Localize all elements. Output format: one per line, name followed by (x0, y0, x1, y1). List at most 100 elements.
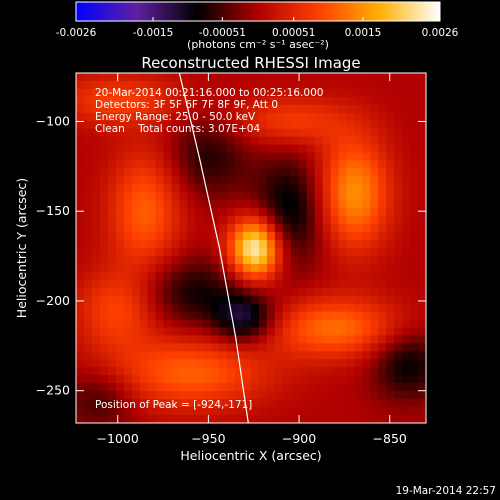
heatmap-cell (123, 232, 133, 241)
heatmap-cell (370, 351, 379, 360)
heatmap-cell (187, 367, 196, 376)
heatmap-cell (91, 415, 101, 423)
heatmap-cell (179, 295, 188, 305)
heatmap-cell (418, 152, 426, 162)
heatmap-cell (322, 415, 332, 423)
colorbar-tick-label: -0.0015 (133, 27, 174, 39)
heatmap-cell (187, 192, 196, 201)
y-tick-label: −150 (36, 203, 70, 218)
heatmap-cell (298, 208, 308, 217)
heatmap-cell (362, 120, 371, 130)
heatmap-cell (211, 287, 220, 297)
heatmap-cell (402, 335, 411, 345)
heatmap-cell (258, 96, 268, 106)
heatmap-cell (362, 224, 371, 233)
heatmap-cell (195, 120, 204, 130)
heatmap-cell (386, 415, 395, 423)
heatmap-cell (123, 399, 133, 408)
heatmap-cell (418, 104, 426, 114)
heatmap-cell (322, 367, 332, 376)
heatmap-cell (187, 311, 196, 321)
heatmap-cell (346, 391, 356, 400)
heatmap-cell (410, 263, 419, 273)
heatmap-cell (346, 136, 356, 146)
heatmap-cell (76, 120, 85, 130)
heatmap-cell (179, 112, 188, 122)
heatmap-cell (258, 327, 268, 337)
heatmap-cell (346, 407, 356, 416)
heatmap-cell (314, 168, 324, 178)
heatmap-cell (243, 104, 252, 114)
heatmap-cell (235, 367, 244, 376)
heatmap-cell (219, 120, 228, 130)
heatmap-cell (115, 335, 125, 345)
heatmap-cell (123, 248, 133, 257)
heatmap-cell (243, 144, 252, 154)
heatmap-cell (83, 383, 93, 392)
heatmap-cell (187, 399, 196, 408)
heatmap-cell (251, 216, 260, 225)
heatmap-cell (187, 248, 196, 257)
heatmap-cell (378, 112, 387, 122)
heatmap-cell (378, 168, 387, 178)
heatmap-cell (91, 136, 101, 146)
heatmap-cell (314, 240, 324, 249)
heatmap-cell (195, 104, 204, 114)
heatmap-cell (155, 136, 165, 146)
heatmap-cell (91, 407, 101, 416)
heatmap-cell (139, 73, 149, 82)
heatmap-cell (322, 311, 332, 321)
heatmap-cell (251, 287, 260, 297)
heatmap-cell (298, 224, 308, 233)
heatmap-cell (171, 295, 181, 305)
heatmap-cell (76, 399, 85, 408)
heatmap-cell (410, 351, 419, 360)
heatmap-cell (179, 224, 188, 233)
heatmap-cell (99, 208, 109, 217)
heatmap-cell (171, 192, 181, 201)
heatmap-cell (179, 168, 188, 178)
heatmap-cell (362, 319, 371, 329)
heatmap-cell (354, 152, 363, 162)
heatmap-cell (370, 136, 379, 146)
heatmap-cell (99, 184, 109, 193)
heatmap-cell (235, 319, 244, 329)
heatmap-cell (251, 248, 260, 257)
heatmap-cell (306, 216, 316, 225)
heatmap-cell (195, 224, 204, 233)
heatmap-cell (187, 224, 196, 233)
heatmap-cell (370, 232, 379, 241)
heatmap-cell (203, 359, 212, 368)
heatmap-cell (394, 399, 403, 408)
heatmap-cell (346, 255, 356, 265)
heatmap-cell (131, 311, 141, 321)
heatmap-cell (235, 248, 244, 257)
heatmap-cell (370, 176, 379, 185)
heatmap-cell (298, 73, 308, 82)
heatmap-cell (354, 184, 363, 193)
heatmap-cell (386, 128, 395, 138)
heatmap-cell (235, 391, 244, 400)
heatmap-cell (402, 184, 411, 193)
heatmap-cell (99, 88, 109, 98)
heatmap-cell (314, 248, 324, 257)
heatmap-cell (163, 192, 173, 201)
heatmap-cell (115, 232, 125, 241)
heatmap-cell (282, 391, 292, 400)
heatmap-cell (107, 279, 117, 289)
heatmap-cell (147, 383, 157, 392)
heatmap-cell (274, 295, 284, 305)
heatmap-cell (354, 407, 363, 416)
heatmap-cell (83, 112, 93, 122)
heatmap-cell (274, 160, 284, 170)
heatmap-cell (147, 319, 157, 329)
heatmap-cell (370, 208, 379, 217)
heatmap-cell (115, 287, 125, 297)
heatmap-cell (203, 224, 212, 233)
heatmap-cell (306, 255, 316, 265)
heatmap-cell (147, 271, 157, 281)
heatmap-cell (139, 96, 149, 106)
heatmap-cell (139, 399, 149, 408)
heatmap-cell (163, 112, 173, 122)
heatmap-cell (155, 216, 165, 225)
